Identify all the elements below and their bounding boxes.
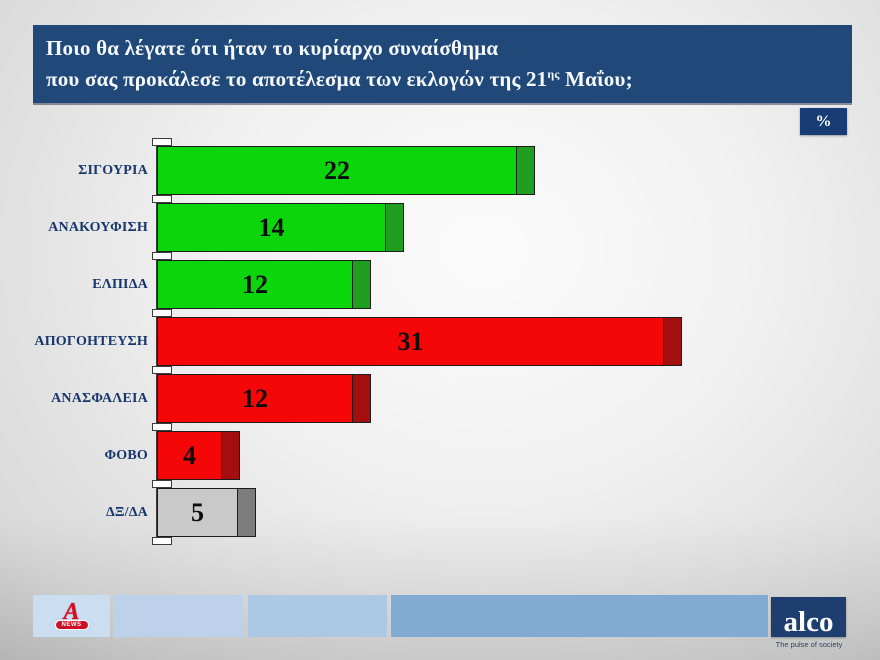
question-title-line2: που σας προκάλεσε το αποτέλεσμα των εκλο… [46, 61, 852, 92]
bar: 22 [157, 146, 535, 195]
category-label: ΔΞ/ΔΑ [105, 504, 148, 520]
alco-logo: alco [771, 597, 846, 637]
bar-body: 5 [158, 489, 237, 536]
bar-body: 22 [158, 147, 516, 194]
bar-endcap [221, 432, 239, 479]
bar-body: 12 [158, 375, 352, 422]
alpha-logo-icon: A [63, 599, 80, 625]
question-header: Ποιο θα λέγατε ότι ήταν το κυρίαρχο συνα… [33, 25, 852, 103]
bar: 4 [157, 431, 240, 480]
alco-tagline: The pulse of society [775, 640, 843, 649]
question-title-line1: Ποιο θα λέγατε ότι ήταν το κυρίαρχο συνα… [46, 36, 499, 60]
category-label: ΕΛΠΙΔΑ [92, 276, 148, 292]
bar-value-label: 12 [242, 269, 268, 299]
category-label: ΑΝΑΣΦΑΛΕΙΑ [51, 390, 148, 406]
axis-tick [152, 366, 172, 374]
category-label: ΣΙΓΟΥΡΙΑ [78, 162, 148, 178]
axis-tick [152, 195, 172, 203]
alpha-news-label: NEWS [54, 620, 89, 630]
axis-tick [152, 480, 172, 488]
ordinal-superscript: ης [547, 67, 560, 81]
footer-band-1 [33, 595, 110, 637]
bar-endcap [352, 375, 370, 422]
bar-body: 31 [158, 318, 663, 365]
category-label: ΑΠΟΓΟΗΤΕΥΣΗ [34, 333, 148, 349]
question-title-line2-post: Μαΐου; [559, 67, 633, 91]
axis-tick [152, 537, 172, 545]
category-label: ΑΝΑΚΟΥΦΙΣΗ [48, 219, 148, 235]
bar-body: 12 [158, 261, 352, 308]
footer-band-4 [391, 595, 768, 637]
category-label: ΦΟΒΟ [104, 447, 148, 463]
alpha-news-logo: A NEWS [33, 595, 110, 637]
bar-body: 4 [158, 432, 221, 479]
bar: 14 [157, 203, 404, 252]
bar-endcap [352, 261, 370, 308]
bar-value-label: 5 [191, 497, 204, 527]
bar-value-label: 4 [183, 440, 196, 470]
bar-endcap [385, 204, 403, 251]
axis-tick [152, 423, 172, 431]
bar: 5 [157, 488, 256, 537]
bar-body: 14 [158, 204, 385, 251]
axis-tick [152, 138, 172, 146]
footer-band-3 [248, 595, 387, 637]
bar-endcap [516, 147, 534, 194]
bar-value-label: 12 [242, 383, 268, 413]
axis-tick [152, 309, 172, 317]
bar-endcap [237, 489, 255, 536]
bar-value-label: 22 [324, 155, 350, 185]
bar: 12 [157, 260, 371, 309]
axis-tick [152, 252, 172, 260]
footer-band-2 [113, 595, 243, 637]
bar-value-label: 31 [397, 326, 424, 356]
percent-unit-badge: % [800, 108, 847, 135]
bar-value-label: 14 [258, 212, 285, 242]
bar: 31 [157, 317, 682, 366]
question-title-line2-pre: που σας προκάλεσε το αποτέλεσμα των εκλο… [46, 67, 548, 91]
bar: 12 [157, 374, 371, 423]
bar-endcap [663, 318, 681, 365]
